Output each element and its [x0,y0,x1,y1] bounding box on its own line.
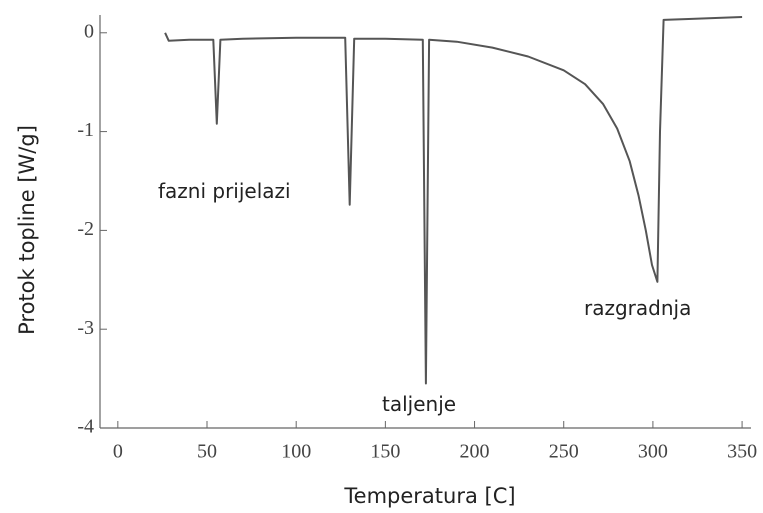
x-tick-label: 50 [197,441,217,463]
y-tick-label: 0 [84,20,94,42]
annotation: razgradnja [584,296,691,320]
y-tick-label: -3 [77,317,94,339]
x-tick-label: 200 [460,441,490,463]
y-tick-label: -2 [77,218,94,240]
x-axis-label: Temperatura [C] [343,484,515,508]
x-tick-label: 350 [727,441,757,463]
x-tick-label: 0 [113,441,123,463]
y-tick-label: -4 [77,416,94,438]
annotation: taljenje [382,392,456,416]
x-tick-label: 100 [281,441,311,463]
y-tick-label: -1 [77,119,94,141]
y-axis-label: Protok topline [W/g] [15,125,39,335]
x-tick-label: 250 [549,441,579,463]
data-line [164,16,743,385]
x-tick-label: 150 [370,441,400,463]
x-tick-label: 300 [638,441,668,463]
annotation: fazni prijelazi [158,179,291,203]
